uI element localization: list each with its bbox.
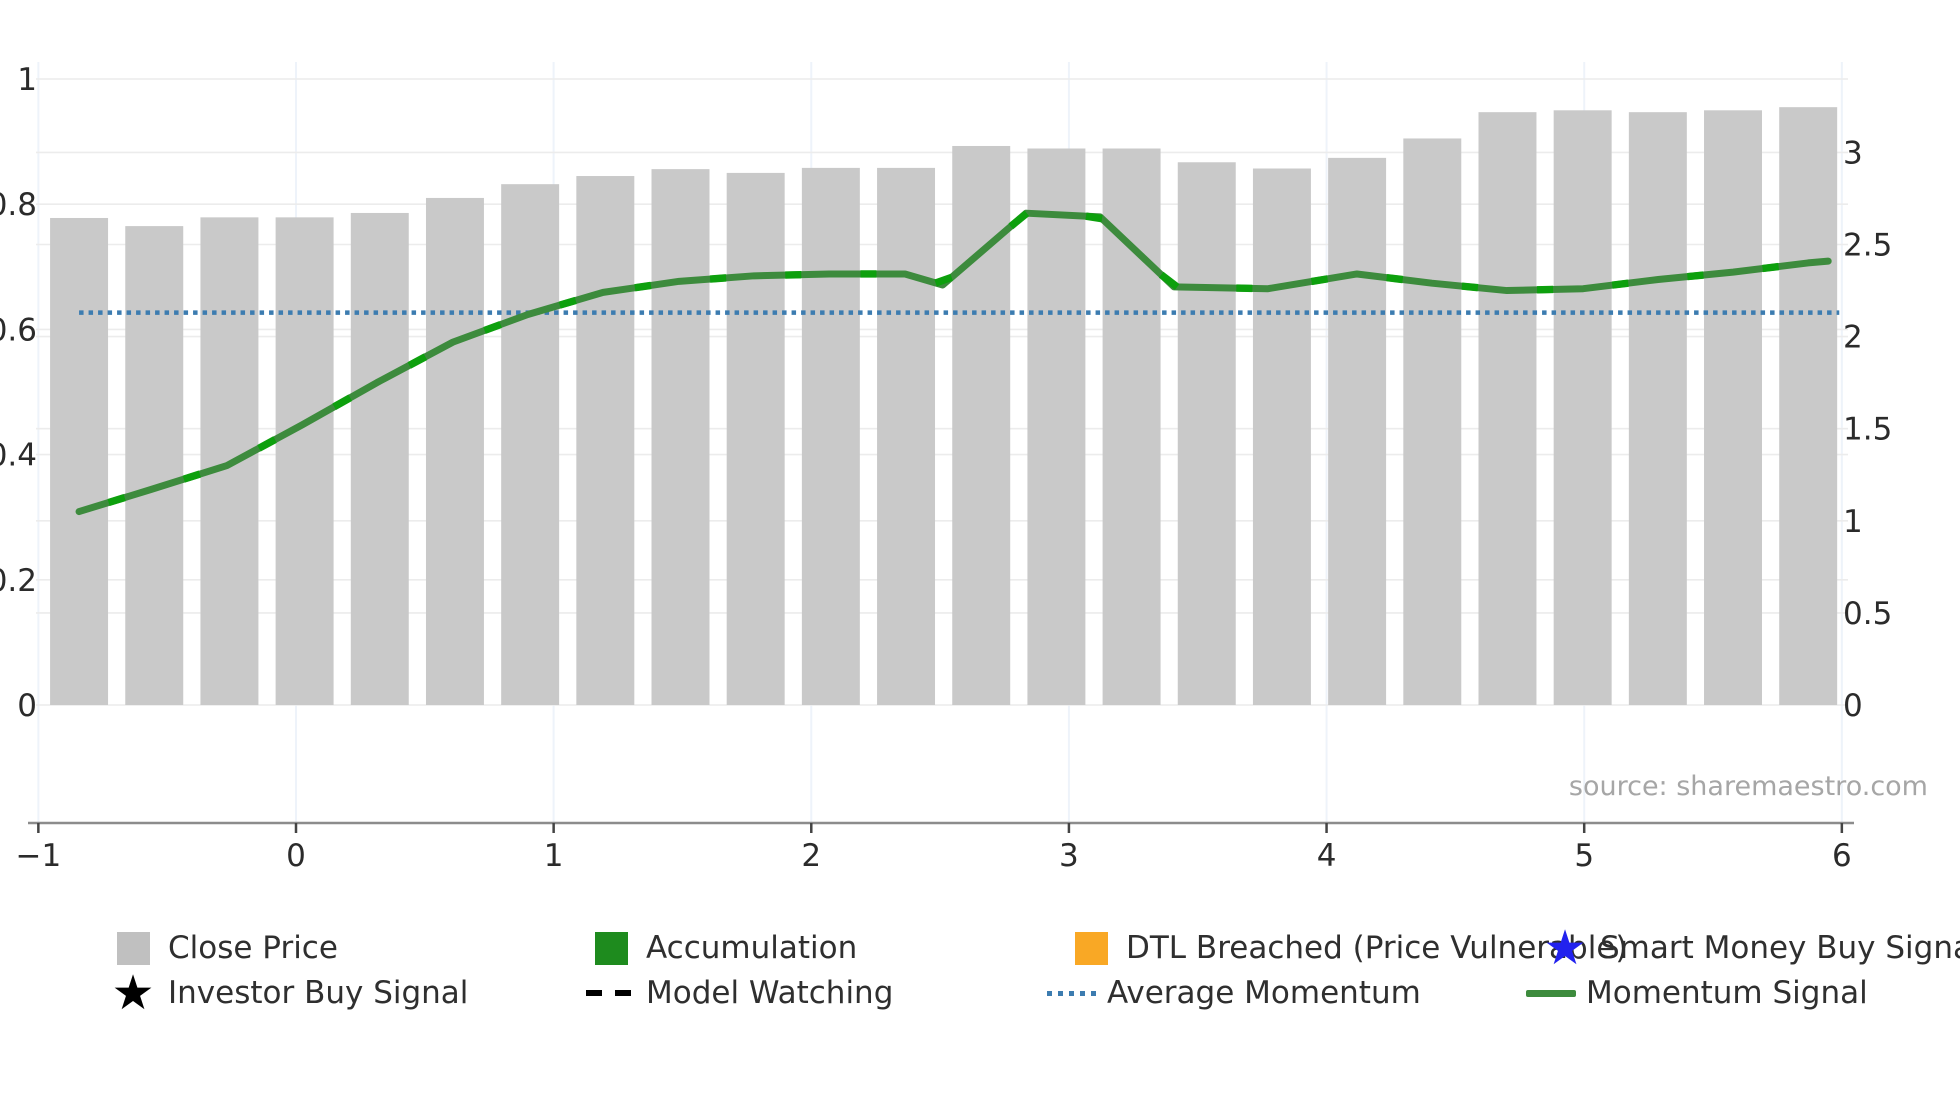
legend-item-close-price: Close Price xyxy=(108,926,338,970)
right-axis-tick-label: 3 xyxy=(1843,135,1863,171)
legend-label: Accumulation xyxy=(646,930,858,966)
accumulation-dash xyxy=(332,394,353,411)
close-price-bar xyxy=(651,169,710,706)
accumulation-dash xyxy=(1085,212,1103,223)
right-axis-tick-label: 1.5 xyxy=(1843,412,1892,448)
accumulation-dash xyxy=(257,436,277,452)
x-axis-tick-label: 5 xyxy=(1574,838,1594,874)
close-price-bar xyxy=(1328,157,1387,706)
right-axis-tick-label: 2.5 xyxy=(1843,228,1892,264)
accumulation-dash xyxy=(483,321,502,334)
left-axis-tick-label: 0.2 xyxy=(0,563,37,599)
close-price-bar xyxy=(425,197,484,705)
accumulation-dash xyxy=(1762,262,1780,273)
chart-canvas: −1 0 1 2 3 4 5 6 0 0.2 0.4 0.6 0.8 1 0 0.5 1 1.5 2 2.5 3 sour… xyxy=(0,62,1928,874)
close-price-bar xyxy=(501,184,560,706)
chart-legend: Close Price Accumulation DTL Breached (Pri… xyxy=(0,908,1960,1048)
x-axis-tick-label: 1 xyxy=(544,838,564,874)
source-note: source: sharemaestro.com xyxy=(1569,771,1928,802)
legend-label: Momentum Signal xyxy=(1586,975,1868,1011)
legend-label: Close Price xyxy=(168,930,338,966)
accumulation-dash xyxy=(1008,210,1030,230)
accumulation-dash xyxy=(1611,279,1629,289)
close-price-bar xyxy=(1102,148,1161,706)
left-axis-tick-label: 0.4 xyxy=(0,438,37,474)
right-axis-tick-label: 1 xyxy=(1843,504,1863,540)
legend-label: Investor Buy Signal xyxy=(168,975,469,1011)
close-price-bar xyxy=(1704,110,1762,706)
legend-item-accumulation: Accumulation xyxy=(586,926,857,970)
price-momentum-chart: −1 0 1 2 3 4 5 6 0 0.2 0.4 0.6 0.8 1 0 0.5 1 1.5 2 2.5 3 sour… xyxy=(0,62,1928,874)
accumulation-dash xyxy=(1158,271,1180,290)
legend-item-investor-buy-signal: ★ Investor Buy Signal xyxy=(108,965,469,1021)
close-price-bar xyxy=(125,226,184,706)
close-price-bar xyxy=(576,176,635,705)
close-price-bar xyxy=(726,172,785,705)
close-price-bar xyxy=(275,217,334,705)
accumulation-dash xyxy=(107,494,126,507)
left-axis-tick-label: 0 xyxy=(17,688,37,724)
left-axis-tick-label: 0.6 xyxy=(0,312,37,348)
legend-item-average-momentum: Average Momentum xyxy=(1047,971,1421,1015)
legend-square-swatch-icon xyxy=(1066,931,1116,965)
accumulation-dash xyxy=(1386,273,1404,284)
close-price-bar xyxy=(1779,107,1838,706)
legend-item-momentum-signal: Momentum Signal xyxy=(1526,971,1868,1015)
left-axis-tick-label: 0.8 xyxy=(0,187,37,223)
x-axis-tick-label: 3 xyxy=(1059,838,1079,874)
x-axis-tick-label: −1 xyxy=(16,838,62,874)
close-price-bar xyxy=(1252,168,1311,705)
x-axis-tick-label: 4 xyxy=(1317,838,1337,874)
close-price-bar xyxy=(1027,148,1086,706)
legend-square-swatch-icon xyxy=(108,931,158,965)
accumulation-dash xyxy=(634,281,652,292)
accumulation-dash xyxy=(182,470,201,483)
accumulation-dash xyxy=(709,274,727,283)
right-axis-tick-label: 2 xyxy=(1843,320,1863,356)
close-price-bar xyxy=(350,212,409,706)
close-price-bar xyxy=(1628,112,1687,706)
x-axis-tick-label: 0 xyxy=(286,838,306,874)
legend-dotted-line-swatch-icon xyxy=(1047,990,1097,996)
legend-dashed-line-swatch-icon xyxy=(586,990,636,996)
legend-solid-line-swatch-icon xyxy=(1526,989,1576,997)
x-axis-tick-label: 2 xyxy=(801,838,821,874)
accumulation-dash xyxy=(1687,271,1704,281)
accumulation-dash xyxy=(934,273,953,287)
momentum-signal-line xyxy=(75,209,1832,516)
legend-star-icon: ★ xyxy=(1543,920,1587,976)
x-axis-tick-label: 6 xyxy=(1832,838,1852,874)
accumulation-dash xyxy=(1461,282,1479,292)
legend-item-smart-money-buy-signal: ★ Smart Money Buy Signal xyxy=(1540,920,1960,976)
legend-item-dtl-breached-price-vulnerable: DTL Breached (Price Vulnerable) xyxy=(1066,926,1627,970)
close-price-bar xyxy=(1553,110,1612,706)
legend-label: Average Momentum xyxy=(1107,975,1421,1011)
legend-square-swatch-icon xyxy=(586,931,636,965)
close-price-bar xyxy=(1403,138,1462,706)
left-axis-tick-label: 1 xyxy=(17,62,37,98)
legend-label: DTL Breached (Price Vulnerable) xyxy=(1126,930,1628,966)
right-axis-tick-label: 0 xyxy=(1843,688,1863,724)
accumulation-dash xyxy=(407,353,428,369)
close-price-bar xyxy=(1478,112,1537,706)
legend-star-icon: ★ xyxy=(111,965,155,1021)
legend-item-model-watching: Model Watching xyxy=(586,971,893,1015)
right-axis-tick-label: 0.5 xyxy=(1843,596,1892,632)
legend-label: Model Watching xyxy=(646,975,894,1011)
accumulation-dash xyxy=(1310,275,1329,286)
close-price-bar xyxy=(801,167,860,706)
close-price-bar xyxy=(1177,162,1236,705)
legend-label: Smart Money Buy Signal xyxy=(1600,930,1960,966)
accumulation-dash xyxy=(558,296,577,309)
close-price-bar xyxy=(877,167,936,706)
close-price-bar xyxy=(50,217,109,706)
